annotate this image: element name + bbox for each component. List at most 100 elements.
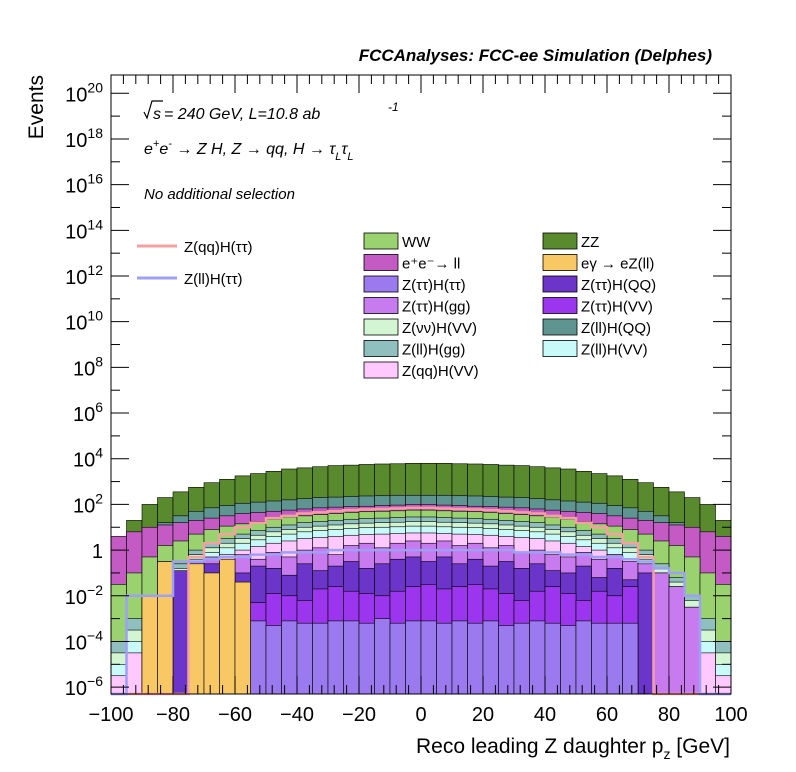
legend-swatch-z-h-gg: [363, 297, 399, 314]
bar-e-ez-ll: [203, 572, 220, 695]
bar-z-qq-h-vv: [110, 675, 127, 695]
bar-z-h: [265, 625, 282, 695]
energy-lumi-text: = 240 GeV, L=10.8 ab: [164, 106, 320, 123]
x-tick-label: 100: [714, 704, 747, 726]
legend-label: Z(ll)H(QQ): [581, 320, 651, 337]
y-tick-label: 1: [92, 541, 103, 563]
legend: Z(qq)H(ττ) Z(ll)H(ττ) WW e⁺e⁻→ ll Z(ττ)H(ττ)…: [137, 232, 656, 380]
bar-z-h: [250, 620, 267, 695]
legend-label: WW: [402, 234, 431, 251]
bar-e-ez-ll: [141, 595, 158, 695]
legend-swatch-ww: [363, 232, 399, 250]
bar-z-h: [374, 618, 391, 695]
stack-z-h: [188, 618, 639, 695]
bar-z-h: [622, 622, 639, 695]
legend-swatch-z-h-vv: [363, 318, 399, 336]
x-tick-label: 80: [658, 704, 680, 726]
legend-label: Z(ll)H(VV): [581, 342, 648, 359]
legend-swatch-z-qq-h-vv: [363, 361, 399, 379]
legend-swatch-zz: [542, 232, 578, 250]
bar-z-h-gg: [653, 572, 670, 695]
energy-annotation: s = 240 GeV, L=10.8 ab -1: [143, 100, 399, 123]
bar-z-h: [436, 622, 453, 695]
legend-swatch-z-ll-h-vv: [542, 340, 578, 357]
y-tick-label: 10−2: [65, 582, 103, 609]
legend-label: Z(ττ)H(ττ): [402, 277, 466, 294]
bar-z-h: [327, 620, 344, 695]
bar-z-h: [389, 622, 406, 695]
y-axis: 10−6 10−4 10−2 1 102 104 106 108 1010 1012 1014 101…: [65, 79, 731, 700]
y-tick-label: 1016: [65, 171, 103, 198]
bar-z-h: [591, 622, 608, 695]
y-tick-label: 1020: [65, 79, 103, 106]
legend-swatch-z-h-qq: [542, 275, 578, 293]
x-tick-label: 40: [534, 704, 556, 726]
y-tick-label: 1018: [65, 125, 103, 152]
chart-header: FCCAnalyses: FCC-ee Simulation (Delphes): [359, 46, 713, 65]
legend-line-label: Z(ll)H(ττ): [184, 271, 243, 288]
line-z-qq-h: [111, 506, 731, 696]
x-tick-label: 60: [596, 704, 618, 726]
y-tick-label: 10−6: [65, 673, 103, 700]
y-tick-label: 1012: [65, 262, 103, 289]
bar-z-qq-h-vv: [126, 652, 143, 695]
bar-e-ez-ll: [234, 581, 251, 695]
legend-swatch-e-e-ll: [363, 254, 399, 271]
legend-label: eγ → eZ(ll): [581, 256, 654, 273]
x-tick-label: 0: [415, 704, 426, 726]
y-tick-label: 108: [73, 353, 103, 380]
bar-e-ez-ll: [157, 561, 174, 695]
legend-line-label: Z(qq)H(ττ): [184, 239, 253, 256]
y-tick-label: 106: [73, 399, 103, 426]
bar-z-h: [544, 622, 561, 695]
legend-swatch-z-ll-h-gg: [363, 340, 399, 357]
x-tick-label: −20: [342, 704, 376, 726]
bar-z-h: [451, 620, 468, 695]
bar-z-h-qq: [172, 570, 189, 695]
bar-z-h: [343, 620, 360, 695]
x-axis: −100 −80 −60 −40 −20 0 20 40 60 80 100: [88, 75, 748, 726]
stack-e-ez-ll: [141, 558, 251, 695]
y-tick-label: 10−4: [65, 627, 103, 654]
x-tick-label: 20: [472, 704, 494, 726]
legend-label: e⁺e⁻→ ll: [402, 256, 460, 273]
bar-z-h: [498, 625, 515, 695]
bar-z-h: [560, 625, 577, 695]
line-histograms: [111, 506, 731, 696]
y-tick-label: 1010: [65, 308, 103, 335]
bar-z-h: [296, 622, 313, 695]
line-z-ll-h: [111, 548, 731, 696]
y-tick-label: 104: [73, 445, 103, 472]
sqrt-symbol: [143, 100, 163, 120]
x-tick-label: −60: [218, 704, 252, 726]
bar-z-h: [467, 622, 484, 695]
lumi-exponent: -1: [388, 100, 399, 114]
bar-z-h: [281, 620, 298, 695]
bar-z-h: [405, 620, 422, 695]
stacked-histograms: [110, 463, 732, 695]
bar-z-qq-h-vv: [715, 675, 732, 695]
x-tick-label: −100: [88, 704, 133, 726]
legend-swatch-e-ez-ll: [542, 254, 578, 271]
x-axis-label: Reco leading Z daughter pz [GeV]: [416, 735, 730, 762]
selection-annotation: No additional selection: [144, 186, 295, 203]
legend-swatch-z-h-vv: [542, 297, 578, 314]
bar-z-h: [420, 620, 437, 695]
bar-z-h: [312, 622, 329, 695]
legend-swatch-z-ll-h-qq: [542, 318, 578, 336]
legend-label: Z(ll)H(gg): [402, 342, 465, 359]
legend-label: Z(ττ)H(VV): [581, 299, 653, 316]
energy-sqrt-s: s: [153, 106, 161, 123]
x-tick-label: −40: [280, 704, 314, 726]
bar-e-ez-ll: [188, 563, 205, 695]
x-tick-label: −80: [156, 704, 190, 726]
bar-z-h: [529, 620, 546, 695]
legend-label: Z(ττ)H(gg): [402, 299, 471, 316]
bar-z-h: [606, 622, 623, 695]
y-axis-label: Events: [25, 75, 48, 139]
legend-label: ZZ: [581, 234, 599, 251]
bar-z-h-qq: [637, 572, 654, 695]
y-tick-label: 1014: [65, 216, 103, 243]
legend-swatch-z-h: [363, 275, 399, 293]
bar-e-ez-ll: [219, 558, 236, 695]
